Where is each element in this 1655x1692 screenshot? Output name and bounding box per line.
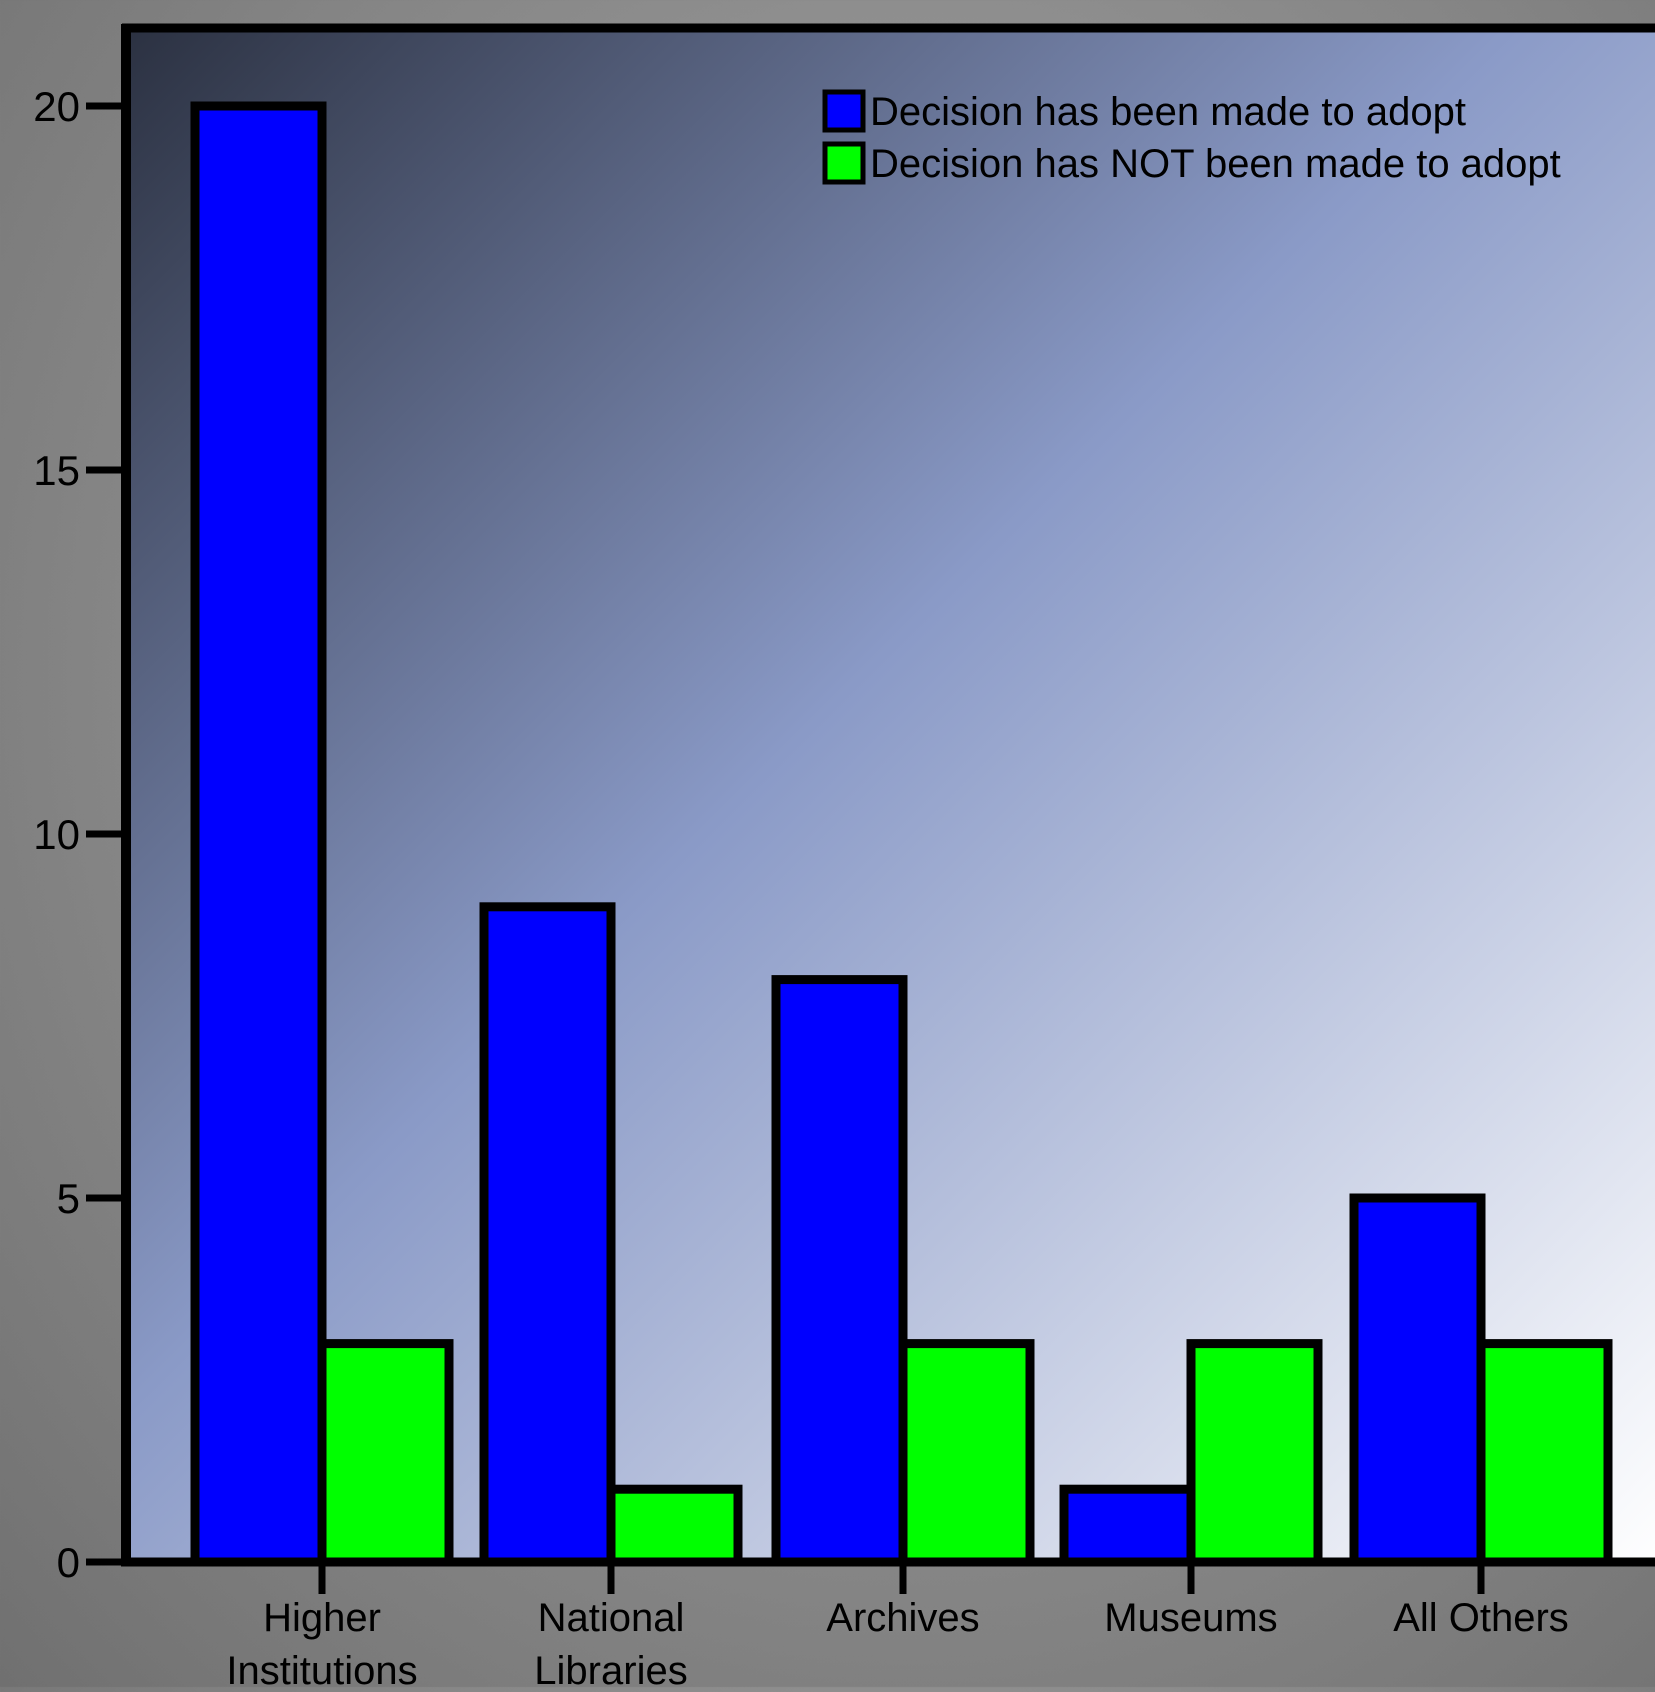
x-tick-label: Institutions [226,1649,417,1687]
bar-not-adopted-0 [317,1339,454,1567]
x-tick-label: Higher [263,1596,381,1640]
bar-adopted-0 [190,101,327,1567]
x-tick-label: All Others [1393,1596,1569,1640]
bar-not-adopted-3 [1186,1339,1323,1567]
y-tick-label: 15 [33,447,80,494]
y-tick-label: 0 [57,1539,80,1586]
legend-label-not-adopted: Decision has NOT been made to adopt [870,142,1561,186]
x-tick-label: Libraries [534,1649,687,1687]
bar-not-adopted-2 [898,1339,1035,1567]
bar-adopted-4 [1349,1193,1486,1567]
legend-swatch-adopted [822,89,866,133]
y-tick-label: 20 [33,83,80,130]
bars-layer [190,101,1613,1567]
bar-adopted-1 [479,902,616,1567]
axes-layer: 0 5 10 15 20 Higher Institutions National Librar… [33,23,1655,1692]
bar-not-adopted-4 [1476,1339,1613,1567]
bar-not-adopted-1 [606,1484,743,1567]
y-tick-label: 5 [57,1175,80,1222]
x-tick-label: National [538,1596,685,1640]
bar-adopted-2 [771,975,908,1567]
x-tick-label: Archives [826,1596,979,1640]
y-tick-label: 10 [33,811,80,858]
bar-adopted-3 [1059,1484,1196,1567]
legend-swatch-not-adopted [822,141,866,185]
legend-label-adopted: Decision has been made to adopt [870,90,1466,134]
legend: Decision has been made to adopt Decision … [822,89,1561,186]
x-tick-label: Museums [1104,1596,1277,1640]
